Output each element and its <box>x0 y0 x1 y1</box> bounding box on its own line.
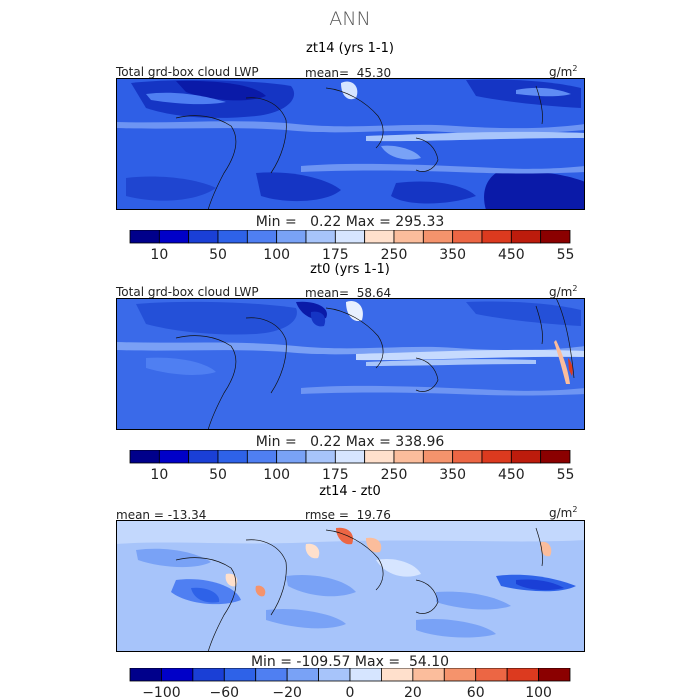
panel2-mean-value: 58.64 <box>356 286 392 300</box>
panel3-map <box>116 520 585 652</box>
panel1-minmax: Min = 0.22 Max = 295.33 <box>255 214 445 230</box>
colorbar-swatch <box>246 450 278 464</box>
colorbar-swatch <box>192 668 225 682</box>
panel3-rmse: rmse = 19.76 <box>305 508 391 522</box>
colorbar-tick-label: 20 <box>404 685 422 700</box>
colorbar-swatch <box>129 668 162 682</box>
panel2-map <box>116 298 585 430</box>
colorbar-swatch <box>452 450 483 464</box>
colorbar-swatch <box>276 450 307 464</box>
colorbar-swatch <box>217 230 248 244</box>
colorbar-swatch <box>443 668 477 682</box>
colorbar-swatch <box>393 230 424 244</box>
panel1-variable-label: Total grd-box cloud LWP <box>116 65 259 79</box>
panel2-variable-label: Total grd-box cloud LWP <box>116 285 259 299</box>
colorbar-swatch <box>452 230 483 244</box>
colorbar-tick-label: 350 <box>439 467 466 482</box>
panel2-title: zt0 (yrs 1-1) <box>310 262 390 277</box>
colorbar-swatch <box>188 230 219 244</box>
colorbar-swatch <box>538 668 571 682</box>
colorbar-swatch <box>255 668 288 682</box>
colorbar-tick-label: 10 <box>150 467 168 482</box>
colorbar-swatch <box>510 230 542 244</box>
colorbar-swatch <box>334 450 366 464</box>
colorbar-tick-label: 250 <box>381 247 408 262</box>
panel1-mean-value: 45.30 <box>356 66 392 80</box>
colorbar-tick-label: 100 <box>263 247 290 262</box>
colorbar-tick-label: −60 <box>210 685 240 700</box>
colorbar-swatch <box>246 230 278 244</box>
colorbar-tick-label: −100 <box>142 685 180 700</box>
colorbar-tick-label: 350 <box>439 247 466 262</box>
colorbar-tick-label: 50 <box>209 467 227 482</box>
panel3-colorbar: −100 −60 −20 0 20 60 100 <box>129 668 571 700</box>
colorbar-swatch <box>129 230 160 244</box>
colorbar-swatch <box>349 668 382 682</box>
colorbar-tick-label: 550 <box>557 467 575 482</box>
colorbar-tick-label: 0 <box>346 685 355 700</box>
panel1-mean-label: mean= <box>305 66 350 80</box>
colorbar-tick-label: 100 <box>263 467 290 482</box>
panel1-mean: mean= 45.30 <box>305 66 391 80</box>
panel2-mean: mean= 58.64 <box>305 286 391 300</box>
colorbar-swatch <box>158 230 190 244</box>
panel3-title: zt14 - zt0 <box>319 484 381 499</box>
colorbar-swatch <box>422 450 454 464</box>
panel2-units: g/m2 <box>549 284 578 299</box>
colorbar-swatch <box>286 668 319 682</box>
panel1-units: g/m2 <box>549 64 578 79</box>
colorbar-tick-label: 550 <box>557 247 575 262</box>
colorbar-swatch <box>276 230 307 244</box>
colorbar-swatch <box>510 450 542 464</box>
panel3-minmax: Min = -109.57 Max = 54.10 <box>250 654 450 670</box>
panel2-mean-label: mean= <box>305 286 350 300</box>
panel3-mean-value: -13.34 <box>167 508 207 522</box>
colorbar-swatch <box>412 668 445 682</box>
panel1-colorbar: 10 50 100 175 250 350 450 550 <box>129 230 575 262</box>
colorbar-swatch <box>540 450 571 464</box>
colorbar-swatch <box>188 450 219 464</box>
colorbar-swatch <box>540 230 571 244</box>
panel3-rmse-label: rmse = <box>305 508 349 522</box>
colorbar-swatch <box>334 230 366 244</box>
colorbar-swatch <box>364 450 395 464</box>
colorbar-tick-label: 50 <box>209 247 227 262</box>
colorbar-tick-label: 175 <box>322 247 349 262</box>
panel3-rmse-value: 19.76 <box>356 508 391 522</box>
colorbar-swatch <box>506 668 539 682</box>
colorbar-swatch <box>223 668 257 682</box>
panel3-mean: mean = -13.34 <box>116 508 206 522</box>
colorbar-swatch <box>158 450 190 464</box>
colorbar-tick-label: 175 <box>322 467 349 482</box>
panel2-minmax: Min = 0.22 Max = 338.96 <box>255 434 445 450</box>
colorbar-swatch <box>305 230 336 244</box>
colorbar-tick-label: 450 <box>498 247 525 262</box>
colorbar-tick-label: −20 <box>272 685 302 700</box>
panel1-map <box>116 78 585 210</box>
colorbar-swatch <box>422 230 454 244</box>
colorbar-swatch <box>129 450 160 464</box>
colorbar-tick-label: 100 <box>525 685 552 700</box>
colorbar-swatch <box>217 450 248 464</box>
panel3-units: g/m2 <box>549 505 578 520</box>
colorbar-swatch <box>364 230 395 244</box>
page-title: ANN <box>329 8 371 30</box>
colorbar-swatch <box>318 668 351 682</box>
panel3-mean-label: mean = <box>116 508 164 522</box>
colorbar-tick-label: 250 <box>381 467 408 482</box>
colorbar-swatch <box>475 668 508 682</box>
colorbar-swatch <box>161 668 194 682</box>
colorbar-tick-label: 10 <box>150 247 168 262</box>
colorbar-swatch <box>381 668 414 682</box>
colorbar-swatch <box>481 450 512 464</box>
colorbar-tick-label: 450 <box>498 467 525 482</box>
panel2-colorbar: 10 50 100 175 250 350 450 550 <box>129 450 575 482</box>
colorbar-swatch <box>481 230 512 244</box>
colorbar-swatch <box>305 450 336 464</box>
panel1-title: zt14 (yrs 1-1) <box>306 41 394 56</box>
colorbar-tick-label: 60 <box>467 685 485 700</box>
colorbar-swatch <box>393 450 424 464</box>
